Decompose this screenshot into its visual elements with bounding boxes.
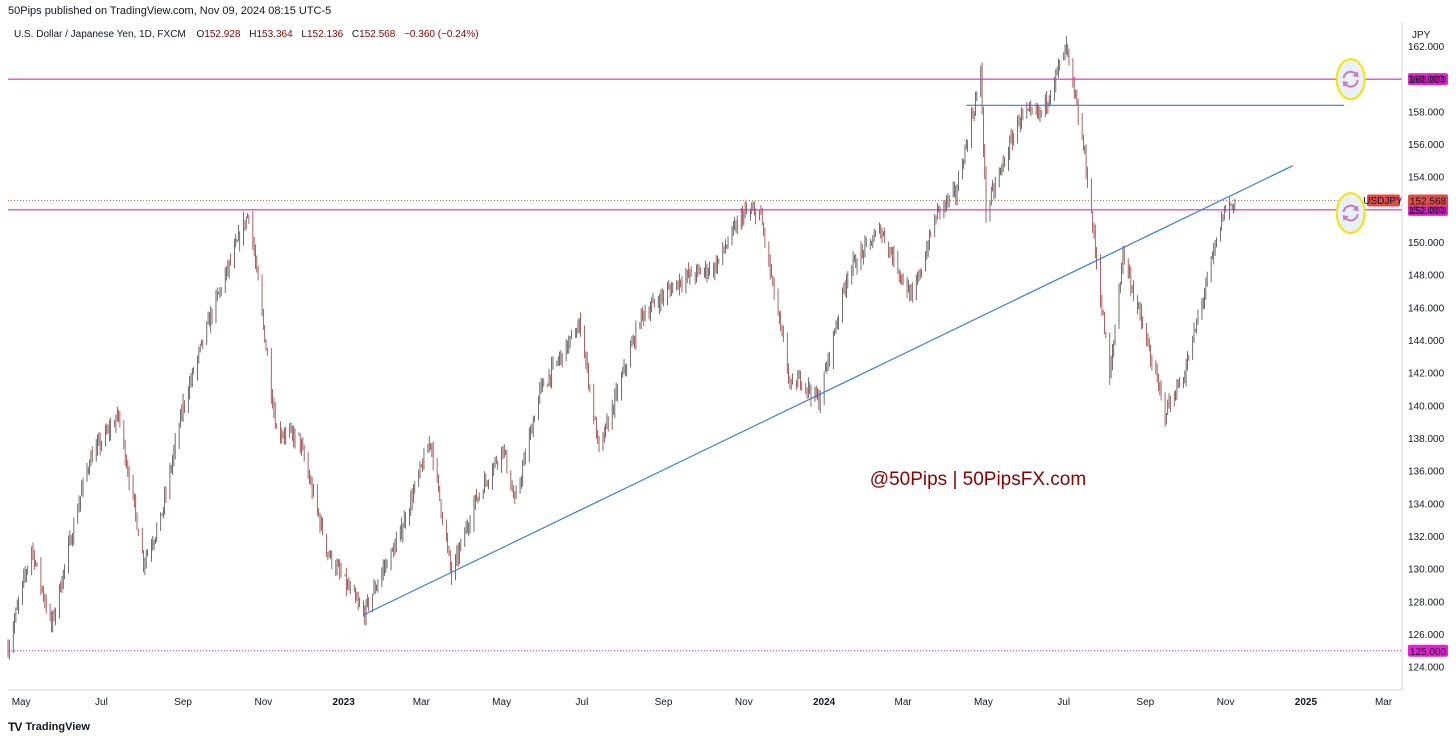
legend-low-label: L (301, 29, 307, 40)
level-badge-text: 152.000 (1410, 206, 1447, 217)
refresh-icon[interactable] (1335, 58, 1366, 101)
time-tick-label: 2024 (813, 697, 836, 708)
time-tick-label: Nov (1217, 697, 1235, 708)
price-tick-label: 146.000 (1408, 303, 1445, 314)
ohlc-bars (7, 36, 1236, 660)
time-tick-label: Mar (1375, 697, 1393, 708)
time-tick-label: Jul (576, 697, 589, 708)
horizontal-levels: 160.000 152.000 125.000 USDJPY 152.568 (8, 73, 1448, 658)
time-tick-label: Nov (254, 697, 272, 708)
price-tick-label: 158.000 (1408, 107, 1445, 118)
price-tick-label: 152.000 (1408, 205, 1445, 216)
legend-symbol: U.S. Dollar / Japanese Yen, 1D, FXCM (14, 29, 186, 40)
price-tick-label: 136.000 (1408, 467, 1445, 478)
time-tick-label: Jul (95, 697, 108, 708)
time-tick-label: May (12, 697, 31, 708)
price-tick-label: 128.000 (1408, 597, 1445, 608)
price-tick-label: 140.000 (1408, 401, 1445, 412)
symbol-badge-text: USDJPY (1363, 196, 1403, 207)
legend-close-label: C (352, 29, 359, 40)
legend-high-label: H (249, 29, 256, 40)
legend-high: 153.364 (256, 29, 293, 40)
level-badge (1408, 203, 1448, 216)
price-tick-label: 126.000 (1408, 630, 1445, 641)
time-tick-label: Mar (413, 697, 431, 708)
time-tick-label: Nov (735, 697, 753, 708)
time-tick-label: Mar (894, 697, 912, 708)
currency-label: JPY (1412, 30, 1431, 41)
legend-change: −0.360 (−0.24%) (404, 29, 479, 40)
level-badge (1408, 73, 1448, 86)
price-tick-label: 130.000 (1408, 565, 1445, 576)
alert-markers[interactable] (1335, 58, 1366, 235)
level-badge (1408, 644, 1448, 657)
time-tick-label: May (492, 697, 511, 708)
time-tick-label: 2025 (1295, 697, 1318, 708)
price-tick-label: 134.000 (1408, 499, 1445, 510)
legend-open: 152.928 (204, 29, 241, 40)
price-tick-label: 154.000 (1408, 173, 1445, 184)
time-tick-label: May (974, 697, 993, 708)
level-badge-text: 125.000 (1410, 647, 1447, 658)
symbol-badge (1367, 194, 1400, 207)
price-tick-label: 124.000 (1408, 663, 1445, 674)
price-tick-label: 160.000 (1408, 75, 1445, 86)
published-header: 50Pips published on TradingView.com, Nov… (8, 5, 332, 17)
refresh-icon[interactable] (1335, 192, 1366, 235)
time-tick-label: Sep (1136, 697, 1154, 708)
price-tick-label: 138.000 (1408, 434, 1445, 445)
tradingview-logo-icon: TV (8, 720, 22, 734)
time-axis[interactable]: May Jul Sep Nov 2023 Mar May Jul Sep Nov 2024 Mar Ma… (12, 697, 1393, 708)
price-tick-label: 144.000 (1408, 336, 1445, 347)
last-price-badge (1408, 194, 1448, 207)
price-tick-label: 150.000 (1408, 238, 1445, 249)
price-tick-label: 132.000 (1408, 532, 1445, 543)
price-tick-label: 148.000 (1408, 271, 1445, 282)
time-tick-label: Sep (655, 697, 673, 708)
time-tick-label: 2023 (333, 697, 356, 708)
tradingview-footer: TV TradingView (8, 719, 90, 735)
tradingview-brand: TradingView (25, 721, 90, 733)
drawn-trendlines[interactable] (363, 104, 1345, 616)
legend-low: 152.136 (307, 29, 344, 40)
price-tick-label: 142.000 (1408, 369, 1445, 380)
last-price-badge-text: 152.568 (1410, 197, 1447, 208)
price-tick-label: 162.000 (1408, 42, 1445, 53)
ohlc-legend: U.S. Dollar / Japanese Yen, 1D, FXCM O15… (14, 29, 479, 40)
price-axis[interactable]: 124.000 126.000 128.000 130.000 132.000 134.0… (1408, 42, 1445, 674)
time-tick-label: Sep (174, 697, 192, 708)
legend-close: 152.568 (359, 29, 396, 40)
legend-open-label: O (197, 29, 205, 40)
svg-text:U.S. Dollar / Japanese Yen, 1D: U.S. Dollar / Japanese Yen, 1D, FXCM O15… (14, 29, 479, 40)
price-tick-label: 156.000 (1408, 140, 1445, 151)
rising-trendline[interactable] (363, 165, 1294, 616)
watermark-text: @50Pips | 50PipsFX.com (870, 469, 1086, 490)
level-badge-text: 160.000 (1410, 75, 1447, 86)
time-tick-label: Jul (1057, 697, 1070, 708)
